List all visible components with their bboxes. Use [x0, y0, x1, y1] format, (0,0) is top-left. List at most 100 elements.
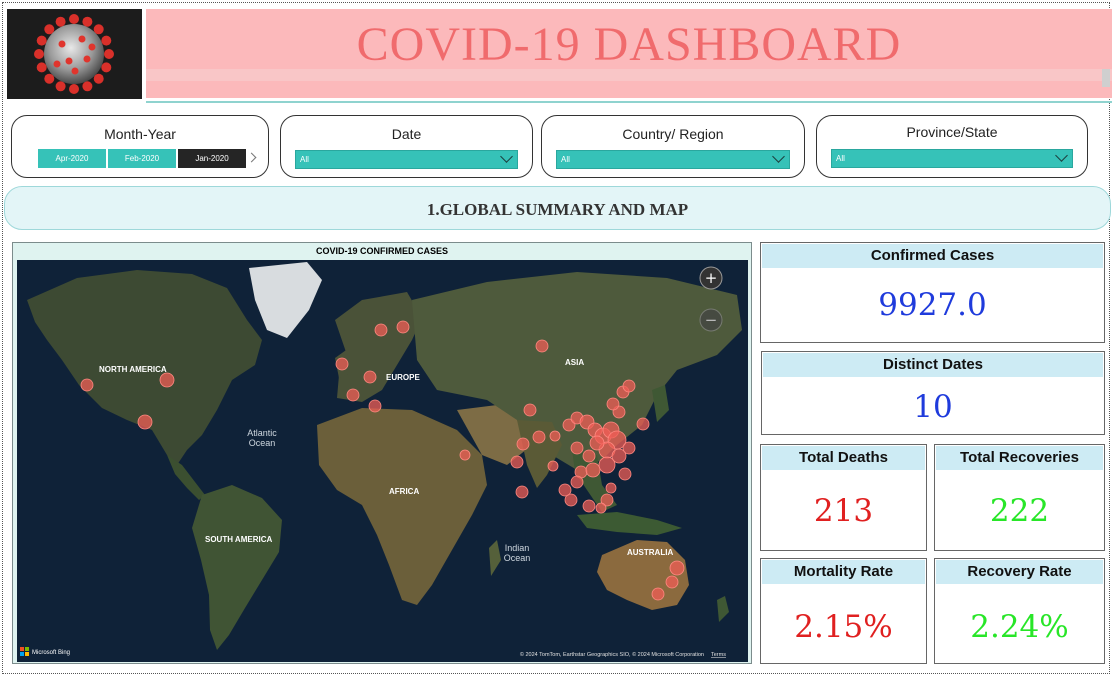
- label-atlantic-1: Atlantic: [247, 428, 277, 438]
- case-bubble[interactable]: [532, 430, 546, 444]
- land-japan: [652, 385, 669, 422]
- case-bubble[interactable]: [622, 379, 636, 393]
- virus-spike: [82, 16, 93, 27]
- map-visual: COVID-19 CONFIRMED CASES NORTH AMERICA S…: [12, 242, 752, 664]
- case-bubble[interactable]: [585, 462, 601, 478]
- map-attribution: © 2024 TomTom, Earthstar Geographics SIO…: [520, 651, 704, 658]
- case-bubble[interactable]: [137, 414, 153, 430]
- virus-logo-image: [7, 9, 142, 99]
- case-bubble[interactable]: [558, 483, 572, 497]
- case-bubble[interactable]: [459, 449, 471, 461]
- case-bubble[interactable]: [582, 449, 596, 463]
- kpi-deaths-label: Total Deaths: [762, 446, 925, 470]
- virus-spike: [104, 49, 114, 59]
- label-indian-1: Indian: [505, 543, 530, 553]
- case-bubble[interactable]: [549, 430, 561, 442]
- label-europe: EUROPE: [386, 373, 420, 382]
- virus-spike: [82, 81, 93, 92]
- terms-link[interactable]: Terms: [711, 652, 726, 658]
- case-bubble[interactable]: [516, 437, 530, 451]
- case-bubble[interactable]: [510, 455, 524, 469]
- case-bubble[interactable]: [618, 467, 632, 481]
- title-banner: COVID-19 DASHBOARD: [146, 9, 1112, 98]
- kpi-recoveries-value: 222: [989, 493, 1050, 529]
- kpi-mortality-rate: Mortality Rate 2.15%: [760, 558, 927, 664]
- case-bubble[interactable]: [606, 397, 620, 411]
- case-bubble[interactable]: [335, 357, 349, 371]
- case-bubble[interactable]: [570, 475, 584, 489]
- kpi-confirmed-value: 9927.0: [878, 287, 987, 323]
- virus-spike: [44, 73, 55, 84]
- virus-spike: [69, 84, 79, 94]
- case-bubble[interactable]: [622, 441, 636, 455]
- land-asia: [412, 272, 742, 470]
- world-map[interactable]: NORTH AMERICA SOUTH AMERICA EUROPE AFRIC…: [17, 260, 748, 662]
- case-bubble[interactable]: [515, 485, 529, 499]
- case-bubble[interactable]: [595, 502, 607, 514]
- month-tile-jan-2020[interactable]: Jan-2020: [178, 149, 246, 168]
- date-dropdown[interactable]: All: [295, 150, 518, 169]
- land-greenland: [249, 262, 322, 338]
- case-bubble[interactable]: [564, 493, 578, 507]
- month-tile-apr-2020[interactable]: Apr-2020: [38, 149, 106, 168]
- case-bubble[interactable]: [396, 320, 410, 334]
- case-bubble[interactable]: [598, 456, 616, 474]
- land-north-america: [27, 270, 262, 465]
- virus-spot: [83, 55, 91, 63]
- chevron-down-icon: [500, 150, 513, 163]
- zoom-out-button[interactable]: −: [699, 308, 723, 332]
- date-dropdown-value: All: [300, 155, 309, 164]
- virus-spot: [58, 40, 66, 48]
- chevron-right-icon[interactable]: [246, 152, 257, 163]
- virus-icon: [34, 14, 114, 94]
- microsoft-bing-logo: Microsoft Bing: [20, 647, 70, 656]
- case-bubble[interactable]: [159, 372, 175, 388]
- case-bubble[interactable]: [611, 448, 627, 464]
- case-bubble[interactable]: [523, 403, 537, 417]
- label-australia: AUSTRALIA: [627, 548, 673, 557]
- kpi-total-recoveries: Total Recoveries 222: [934, 444, 1105, 551]
- kpi-dates-value: 10: [913, 389, 953, 425]
- case-bubble[interactable]: [535, 339, 549, 353]
- case-bubble[interactable]: [562, 418, 576, 432]
- kpi-distinct-dates: Distinct Dates 10: [761, 351, 1105, 435]
- case-bubble[interactable]: [547, 460, 559, 472]
- case-bubble[interactable]: [570, 441, 584, 455]
- kpi-mortality-label: Mortality Rate: [762, 560, 925, 584]
- case-bubble[interactable]: [600, 493, 614, 507]
- date-slicer: Date All: [280, 115, 533, 178]
- landmasses: [27, 262, 742, 650]
- kpi-total-deaths: Total Deaths 213: [760, 444, 927, 551]
- label-asia: ASIA: [565, 358, 584, 367]
- banner-scroll-handle[interactable]: [1102, 69, 1110, 87]
- case-bubble[interactable]: [589, 435, 605, 451]
- kpi-recovery-rate: Recovery Rate 2.24%: [934, 558, 1105, 664]
- case-bubble[interactable]: [363, 370, 377, 384]
- case-bubble[interactable]: [605, 482, 617, 494]
- province-slicer-title: Province/State: [906, 124, 998, 140]
- month-tile-feb-2020[interactable]: Feb-2020: [108, 149, 176, 168]
- case-bubble[interactable]: [368, 399, 382, 413]
- province-dropdown[interactable]: All: [831, 149, 1073, 168]
- country-slicer-title: Country/ Region: [622, 126, 724, 142]
- zoom-in-button[interactable]: +: [699, 266, 723, 290]
- case-bubble[interactable]: [665, 575, 679, 589]
- case-bubble[interactable]: [651, 587, 665, 601]
- country-dropdown[interactable]: All: [556, 150, 790, 169]
- virus-spot: [65, 57, 73, 65]
- confirmed-case-bubbles[interactable]: [80, 320, 685, 601]
- case-bubble[interactable]: [669, 560, 685, 576]
- land-new-zealand: [717, 596, 729, 622]
- virus-spike: [36, 35, 47, 46]
- virus-spike: [93, 24, 104, 35]
- virus-spike: [93, 73, 104, 84]
- kpi-recoveries-label: Total Recoveries: [936, 446, 1103, 470]
- case-bubble[interactable]: [636, 417, 650, 431]
- case-bubble[interactable]: [80, 378, 94, 392]
- label-south-america: SOUTH AMERICA: [205, 535, 272, 544]
- case-bubble[interactable]: [374, 323, 388, 337]
- case-bubble[interactable]: [582, 499, 596, 513]
- land-africa: [317, 408, 487, 605]
- case-bubble[interactable]: [346, 388, 360, 402]
